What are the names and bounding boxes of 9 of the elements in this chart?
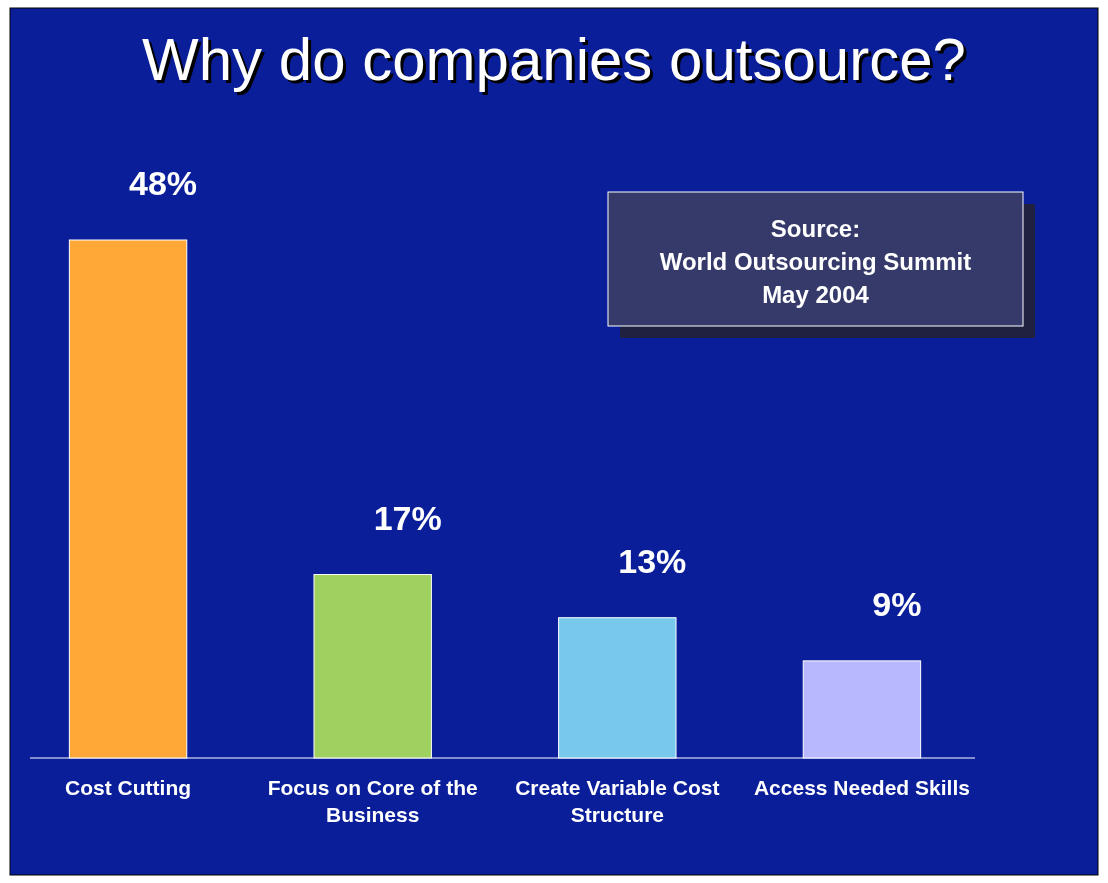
x-tick-label: Cost Cutting <box>65 776 192 799</box>
data-label: 13% <box>618 541 687 580</box>
annotation: Source: World Outsourcing Summit May 2004 <box>659 215 972 308</box>
x-tick-label: Access Needed Skills <box>753 776 970 799</box>
x-tick-label: Focus on Core of the Business <box>267 776 478 826</box>
data-label: 48% <box>129 164 198 202</box>
data-label: 17% <box>373 498 442 537</box>
data-label: 9% <box>872 584 922 623</box>
x-tick-label: Create Variable Cost Structure <box>515 776 720 826</box>
